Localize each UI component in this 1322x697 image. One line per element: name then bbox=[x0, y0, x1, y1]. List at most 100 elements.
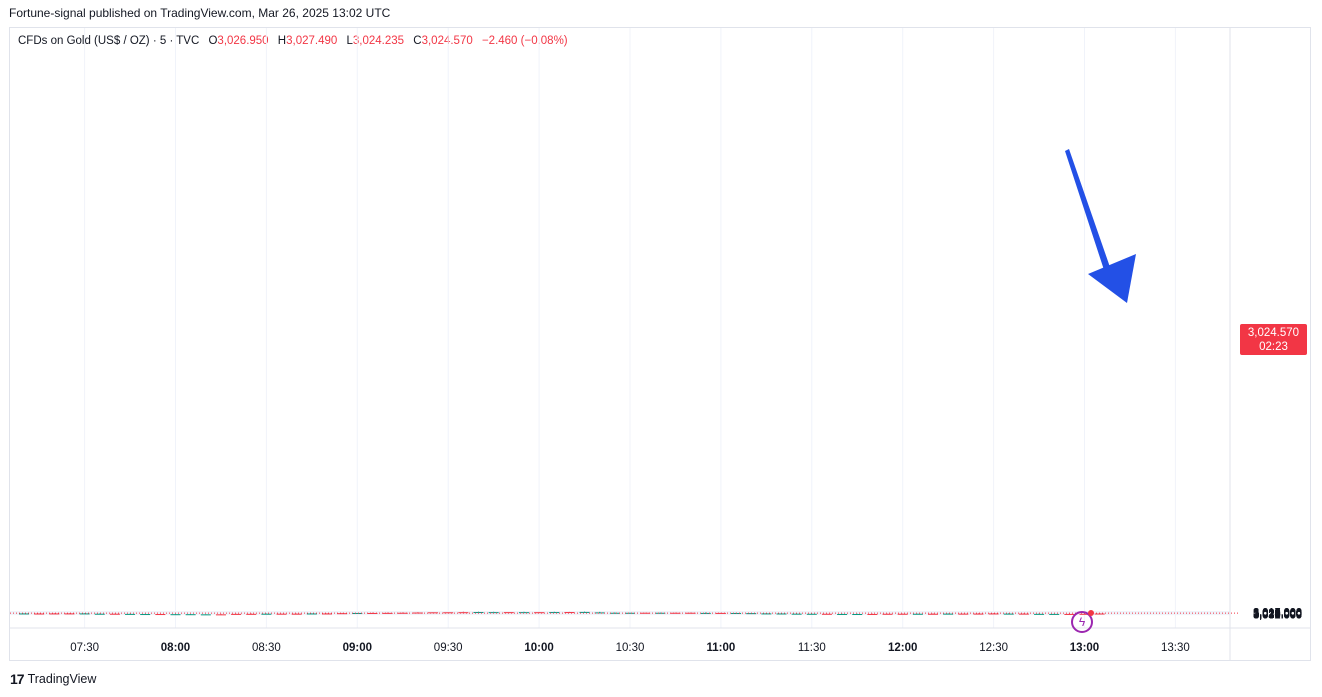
bolt-icon[interactable]: ϟ bbox=[1071, 610, 1094, 633]
y-tick-label: 3,030.000 bbox=[1253, 609, 1302, 621]
y-tick-label: 3,021.000 bbox=[1253, 607, 1302, 619]
candle-body bbox=[776, 613, 787, 615]
candle-body bbox=[867, 613, 878, 615]
x-tick-label: 11:00 bbox=[707, 642, 736, 654]
candle-body bbox=[594, 612, 605, 614]
x-tick-label: 12:00 bbox=[888, 642, 917, 654]
candle-body bbox=[140, 614, 151, 616]
candle-body bbox=[291, 613, 302, 615]
y-tick-label: 3,019.000 bbox=[1253, 607, 1302, 619]
candle-body bbox=[19, 613, 29, 615]
candle-body bbox=[579, 611, 590, 613]
candle-body bbox=[715, 612, 726, 614]
candle-body bbox=[352, 612, 363, 614]
candle-body bbox=[94, 613, 105, 615]
candle-body bbox=[625, 612, 635, 614]
x-tick-label: 10:30 bbox=[616, 642, 645, 654]
y-tick-label: 3,031.000 bbox=[1253, 609, 1302, 621]
candle-body bbox=[912, 613, 923, 615]
footer-branding[interactable]: 17 TradingView bbox=[10, 671, 96, 687]
change-value: −2.460 (−0.08%) bbox=[481, 35, 568, 47]
low-label: L bbox=[346, 35, 353, 47]
candle-body bbox=[64, 613, 75, 615]
last-price-value: 3,024.570 bbox=[1247, 327, 1300, 339]
candle-body bbox=[397, 612, 408, 614]
candle-body bbox=[852, 614, 863, 616]
annotation-arrow-shaft bbox=[1065, 149, 1111, 273]
x-tick-label: 09:30 bbox=[434, 642, 463, 654]
candle-body bbox=[761, 613, 772, 615]
candle-body bbox=[806, 613, 817, 615]
candle-body bbox=[609, 612, 620, 614]
candle-body bbox=[306, 613, 317, 615]
y-tick-label: 3,026.000 bbox=[1253, 608, 1302, 620]
candle-body bbox=[670, 612, 681, 614]
candle-body bbox=[655, 612, 666, 614]
x-tick-label: 13:00 bbox=[1070, 642, 1099, 654]
y-tick-label: 3,017.000 bbox=[1253, 607, 1302, 619]
candle-body bbox=[928, 613, 938, 615]
candle-body bbox=[382, 612, 393, 614]
candle-body bbox=[276, 613, 287, 615]
y-tick-label: 3,023.000 bbox=[1253, 608, 1302, 620]
x-tick-label: 12:30 bbox=[979, 642, 1008, 654]
y-tick-label: 3,018.000 bbox=[1253, 607, 1302, 619]
candle-body bbox=[791, 613, 802, 615]
candle-body bbox=[685, 612, 696, 614]
last-price-label: 3,024.570 02:23 bbox=[1240, 324, 1307, 355]
candle-body bbox=[897, 613, 908, 615]
candle-body bbox=[367, 612, 378, 614]
candle-body bbox=[988, 613, 999, 615]
candle-body bbox=[837, 613, 848, 615]
annotation-arrow-head bbox=[1088, 254, 1136, 303]
bar-countdown: 02:23 bbox=[1259, 341, 1288, 353]
y-tick-label: 3,024.000 bbox=[1253, 608, 1302, 620]
y-tick-label: 3,025.000 bbox=[1253, 608, 1302, 620]
x-tick-label: 10:00 bbox=[524, 642, 553, 654]
low-value: 3,024.235 bbox=[352, 35, 405, 47]
x-tick-label: 08:00 bbox=[161, 642, 190, 654]
chart-legend: CFDs on Gold (US$ / OZ) · 5 · TVC O3,026… bbox=[18, 35, 568, 47]
brand-name: TradingView bbox=[27, 672, 97, 686]
candle-body bbox=[882, 613, 893, 615]
candle-body bbox=[1018, 613, 1029, 615]
y-tick-label: 3,016.000 bbox=[1253, 607, 1302, 619]
open-value: 3,026.950 bbox=[217, 35, 269, 47]
candle-body bbox=[337, 613, 348, 615]
candle-body bbox=[155, 614, 166, 616]
candle-body bbox=[1034, 613, 1045, 615]
y-tick-label: 3,020.000 bbox=[1253, 607, 1302, 619]
candle-body bbox=[34, 613, 45, 615]
x-tick-label: 09:00 bbox=[343, 642, 372, 654]
candle-body bbox=[700, 612, 711, 614]
candle-body bbox=[125, 613, 136, 615]
y-tick-label: 3,022.000 bbox=[1253, 608, 1302, 620]
candle-body bbox=[564, 612, 575, 614]
y-tick-label: 3,029.000 bbox=[1253, 609, 1302, 621]
candle-body bbox=[49, 613, 60, 615]
candle-body bbox=[973, 613, 984, 615]
candle-body bbox=[322, 613, 332, 615]
candle-body bbox=[640, 612, 651, 614]
symbol-title[interactable]: CFDs on Gold (US$ / OZ) · 5 · TVC bbox=[18, 35, 200, 47]
candle-body bbox=[1003, 613, 1014, 615]
candle-body bbox=[958, 613, 969, 615]
high-label: H bbox=[277, 35, 287, 47]
open-label: O bbox=[208, 35, 218, 47]
x-tick-label: 08:30 bbox=[252, 642, 281, 654]
high-value: 3,027.490 bbox=[286, 35, 338, 47]
x-tick-label: 11:30 bbox=[798, 642, 826, 654]
candle-body bbox=[185, 614, 196, 616]
candle-body bbox=[1049, 613, 1060, 615]
x-tick-label: 13:30 bbox=[1161, 642, 1190, 654]
candle-body bbox=[170, 614, 181, 616]
y-tick-label: 3,032.000 bbox=[1253, 609, 1302, 621]
candle-body bbox=[1094, 613, 1105, 615]
y-tick-label: 3,033.000 bbox=[1253, 610, 1302, 622]
candle-body bbox=[943, 613, 954, 615]
candle-body bbox=[746, 613, 757, 615]
notification-dot bbox=[1088, 610, 1094, 616]
candle-body bbox=[215, 614, 226, 616]
candle-body bbox=[109, 613, 120, 615]
